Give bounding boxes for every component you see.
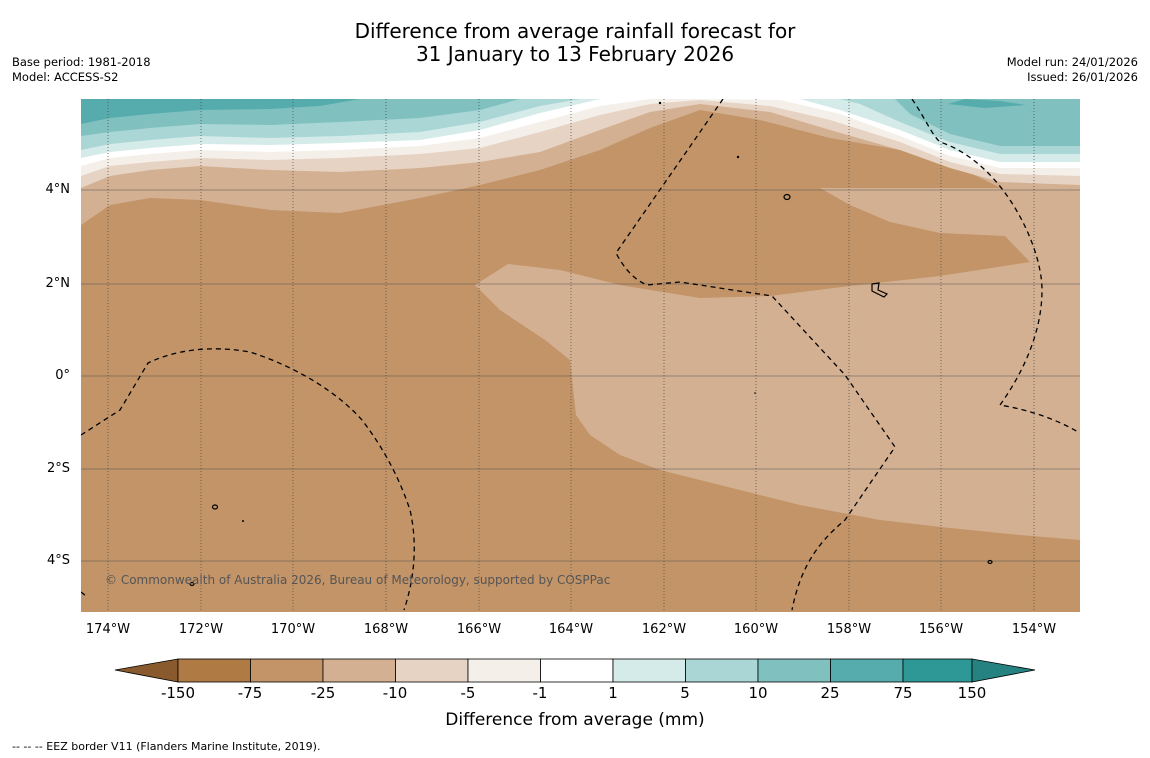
colorbar-label-10: 25: [820, 684, 840, 702]
colorbar-bin-10: [830, 658, 904, 683]
colorbar-label-8: 5: [680, 684, 690, 702]
colorbar-bin-3: [322, 658, 396, 683]
lat-label-4s: 4°S: [46, 553, 70, 568]
colorbar-label-5: -5: [460, 684, 476, 702]
lon-label-164w: 164°W: [548, 622, 594, 637]
lon-label-168w: 168°W: [363, 622, 409, 637]
colorbar-bin-9: [757, 658, 831, 683]
lon-label-162w: 162°W: [641, 622, 687, 637]
colorbar-label-11: 75: [893, 684, 913, 702]
lon-label-158w: 158°W: [826, 622, 872, 637]
lon-label-174w: 174°W: [85, 622, 131, 637]
colorbar-label-3: -25: [310, 684, 336, 702]
colorbar-label-9: 10: [748, 684, 768, 702]
colorbar-label-7: 1: [608, 684, 618, 702]
lat-label-2s: 2°S: [46, 461, 70, 476]
lon-label-170w: 170°W: [270, 622, 316, 637]
issued-date: Issued: 26/01/2026: [1027, 70, 1138, 84]
colorbar-title: Difference from average (mm): [445, 710, 705, 730]
island-dots: [242, 101, 756, 522]
eez-border-west: [81, 348, 415, 611]
eez-legend-note: -- -- -- EEZ border V11 (Flanders Marine…: [12, 740, 321, 753]
eez-borders: [81, 99, 1079, 611]
copyright-notice: © Commonwealth of Australia 2026, Bureau…: [105, 573, 610, 587]
lat-label-2n: 2°N: [45, 276, 71, 291]
colorbar-label-1: -150: [160, 684, 196, 702]
island-4: [189, 581, 195, 587]
colorbar-bin-11: [902, 658, 973, 683]
colorbar-bin-2: [250, 658, 324, 683]
lat-label-4n: 4°N: [45, 182, 71, 197]
base-period: Base period: 1981-2018: [12, 55, 151, 69]
anomaly-band-pos25-east: [948, 99, 1026, 108]
colorbar-label-2: -75: [237, 684, 263, 702]
island-5: [987, 559, 993, 565]
map-title-line2: 31 January to 13 February 2026: [415, 42, 735, 66]
island-1: [783, 193, 791, 201]
lon-label-160w: 160°W: [733, 622, 779, 637]
model-run: Model run: 24/01/2026: [1006, 55, 1138, 69]
lon-label-166w: 166°W: [456, 622, 502, 637]
island-2: [871, 282, 889, 298]
map-title-line1: Difference from average rainfall forecas…: [354, 19, 796, 43]
lon-label-172w: 172°W: [178, 622, 224, 637]
anomaly-region-east-light: [475, 188, 1080, 540]
colorbar-label-12: 150: [957, 684, 987, 702]
eez-border-central: [615, 99, 896, 611]
graticule-lat-lines: [81, 189, 1080, 562]
colorbar-extend-max: [971, 658, 1036, 683]
colorbar-bin-4: [395, 658, 469, 683]
colorbar-bin-8: [685, 658, 759, 683]
lon-label-156w: 156°W: [918, 622, 964, 637]
colorbar: [114, 658, 1036, 683]
lat-label-0: 0°: [55, 368, 70, 383]
lon-label-154w: 154°W: [1011, 622, 1057, 637]
colorbar-bin-6: [540, 658, 614, 683]
anomaly-band-pos25-west: [81, 99, 360, 124]
model-name: Model: ACCESS-S2: [12, 70, 119, 84]
islands: [189, 193, 993, 587]
colorbar-label-4: -10: [382, 684, 408, 702]
island-3: [211, 504, 219, 510]
colorbar-extend-min: [114, 658, 179, 683]
anomaly-band-pos10: [81, 99, 1080, 146]
colorbar-bin-1: [177, 658, 251, 683]
colorbar-label-6: -1: [532, 684, 548, 702]
eez-border-sw: [81, 591, 87, 597]
colorbar-bin-5: [467, 658, 541, 683]
colorbar-bin-7: [612, 658, 686, 683]
